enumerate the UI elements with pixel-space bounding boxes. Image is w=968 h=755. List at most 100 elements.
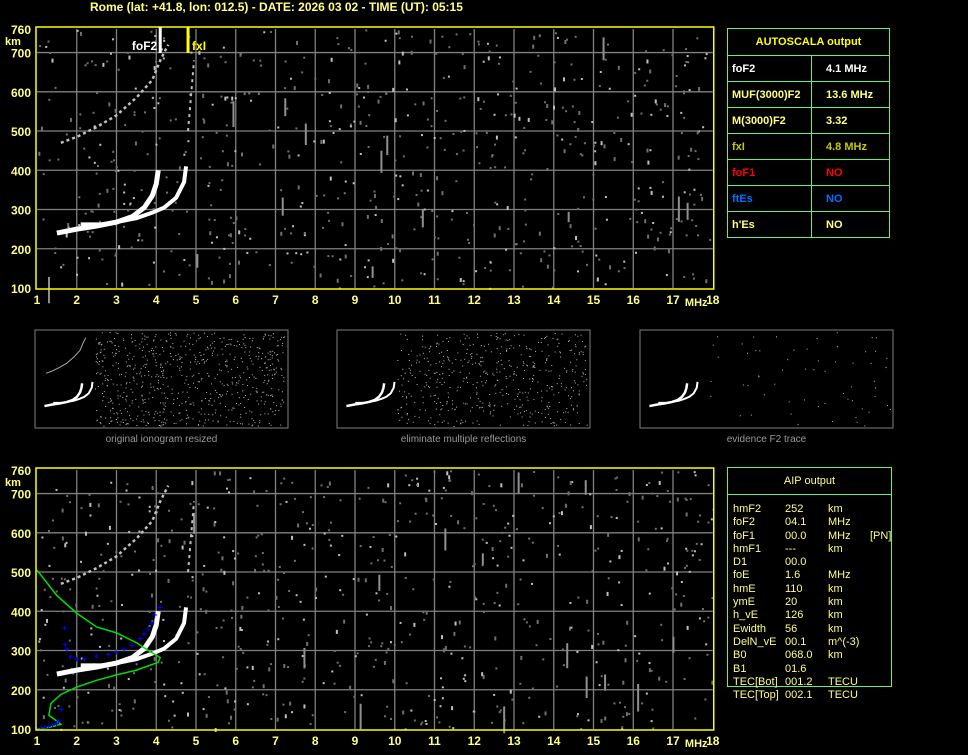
x-tick-label: 3 bbox=[113, 293, 120, 307]
aip-param-value: 00.0 bbox=[785, 529, 807, 542]
thumbnail-noise bbox=[237, 392, 239, 394]
thumbnail-noise bbox=[281, 369, 283, 371]
thumbnail-noise bbox=[259, 422, 261, 424]
noise-echo bbox=[425, 610, 428, 615]
x-tick-label: 8 bbox=[312, 293, 319, 307]
thumbnail-noise bbox=[484, 370, 486, 372]
noise-echo bbox=[475, 517, 478, 520]
noise-echo bbox=[459, 278, 462, 283]
thumbnail-noise bbox=[182, 391, 184, 393]
noise-echo bbox=[450, 652, 453, 655]
thumbnail-noise bbox=[434, 423, 436, 425]
noise-echo bbox=[112, 187, 115, 190]
noise-echo bbox=[556, 134, 559, 137]
x-tick-label: 14 bbox=[547, 293, 561, 307]
noise-echo bbox=[493, 233, 496, 238]
noise-echo bbox=[121, 282, 124, 287]
noise-echo bbox=[561, 106, 564, 109]
noise-echo bbox=[495, 44, 498, 47]
thumbnail-noise bbox=[466, 352, 468, 354]
noise-echo bbox=[135, 663, 138, 666]
noise-echo bbox=[682, 90, 685, 95]
thumbnail-noise bbox=[207, 372, 209, 374]
thumbnail-noise bbox=[226, 383, 228, 385]
thumbnail-noise bbox=[251, 425, 253, 427]
thumbnail-noise bbox=[154, 336, 156, 338]
aip-point-marker: + bbox=[56, 717, 62, 727]
noise-echo bbox=[653, 246, 656, 251]
noise-echo bbox=[301, 202, 304, 205]
noise-echo bbox=[42, 173, 45, 176]
noise-echo bbox=[523, 149, 526, 152]
noise-echo bbox=[344, 254, 347, 259]
noise-echo bbox=[448, 479, 451, 482]
thumbnail-noise bbox=[207, 348, 209, 350]
thumbnail-noise bbox=[166, 377, 168, 379]
thumbnail-noise bbox=[716, 336, 718, 338]
thumbnail-noise bbox=[140, 386, 142, 388]
thumbnail-eliminate bbox=[336, 329, 591, 429]
noise-echo bbox=[220, 626, 223, 629]
thumbnail-noise bbox=[758, 376, 760, 378]
noise-echo bbox=[396, 520, 399, 523]
noise-echo bbox=[262, 693, 265, 696]
noise-echo bbox=[433, 470, 436, 473]
noise-echo bbox=[168, 509, 171, 512]
thumbnail-noise bbox=[446, 338, 448, 340]
noise-echo bbox=[461, 657, 464, 660]
noise-echo bbox=[645, 692, 648, 695]
noise-echo bbox=[438, 721, 441, 724]
noise-echo bbox=[647, 160, 650, 165]
thumbnail-noise bbox=[584, 346, 586, 348]
noise-echo bbox=[132, 707, 135, 710]
noise-echo bbox=[636, 659, 639, 662]
thumbnail-noise bbox=[139, 373, 141, 375]
thumbnail-noise bbox=[500, 359, 502, 361]
thumbnail-noise bbox=[447, 356, 449, 358]
thumbnail-noise bbox=[885, 367, 887, 369]
noise-echo bbox=[96, 91, 99, 94]
noise-echo bbox=[694, 150, 697, 153]
noise-echo bbox=[127, 503, 130, 506]
noise-echo bbox=[690, 147, 693, 152]
noise-echo bbox=[675, 85, 678, 88]
noise-echo bbox=[580, 77, 583, 80]
thumbnail-noise bbox=[112, 407, 114, 409]
thumbnail-noise bbox=[430, 417, 432, 419]
thumbnail-noise bbox=[578, 394, 580, 396]
noise-echo bbox=[524, 198, 527, 201]
thumbnail-noise bbox=[130, 388, 132, 390]
thumbnail-noise bbox=[442, 405, 444, 407]
noise-echo bbox=[481, 564, 484, 567]
thumbnail-noise bbox=[231, 381, 233, 383]
noise-echo bbox=[693, 203, 696, 206]
noise-echo bbox=[413, 719, 416, 722]
noise-echo bbox=[633, 198, 636, 201]
thumbnail-noise bbox=[133, 380, 135, 382]
noise-echo bbox=[505, 583, 508, 588]
thumbnail-noise bbox=[156, 388, 158, 390]
aip-param-unit: TECU bbox=[828, 675, 858, 688]
aip-row-hve: h_vE 126 km bbox=[733, 609, 903, 622]
noise-echo bbox=[328, 79, 331, 84]
noise-echo bbox=[276, 717, 279, 722]
thumbnail-noise bbox=[248, 354, 250, 356]
noise-echo bbox=[439, 137, 442, 140]
noise-echo bbox=[115, 166, 118, 169]
thumbnail-noise bbox=[263, 391, 265, 393]
thumbnail-noise bbox=[115, 332, 117, 334]
noise-echo bbox=[607, 532, 610, 537]
noise-echo bbox=[564, 503, 567, 508]
noise-echo bbox=[80, 31, 83, 36]
thumbnail-noise bbox=[540, 341, 542, 343]
noise-echo bbox=[353, 120, 356, 123]
noise-echo bbox=[596, 515, 599, 518]
thumbnail-noise bbox=[204, 422, 206, 424]
thumbnail-noise bbox=[496, 379, 498, 381]
thumbnail-noise bbox=[183, 340, 185, 342]
thumbnail-noise bbox=[240, 377, 242, 379]
noise-echo bbox=[413, 622, 416, 627]
thumbnail-noise bbox=[557, 345, 559, 347]
noise-echo bbox=[288, 589, 291, 592]
noise-echo bbox=[210, 280, 213, 285]
